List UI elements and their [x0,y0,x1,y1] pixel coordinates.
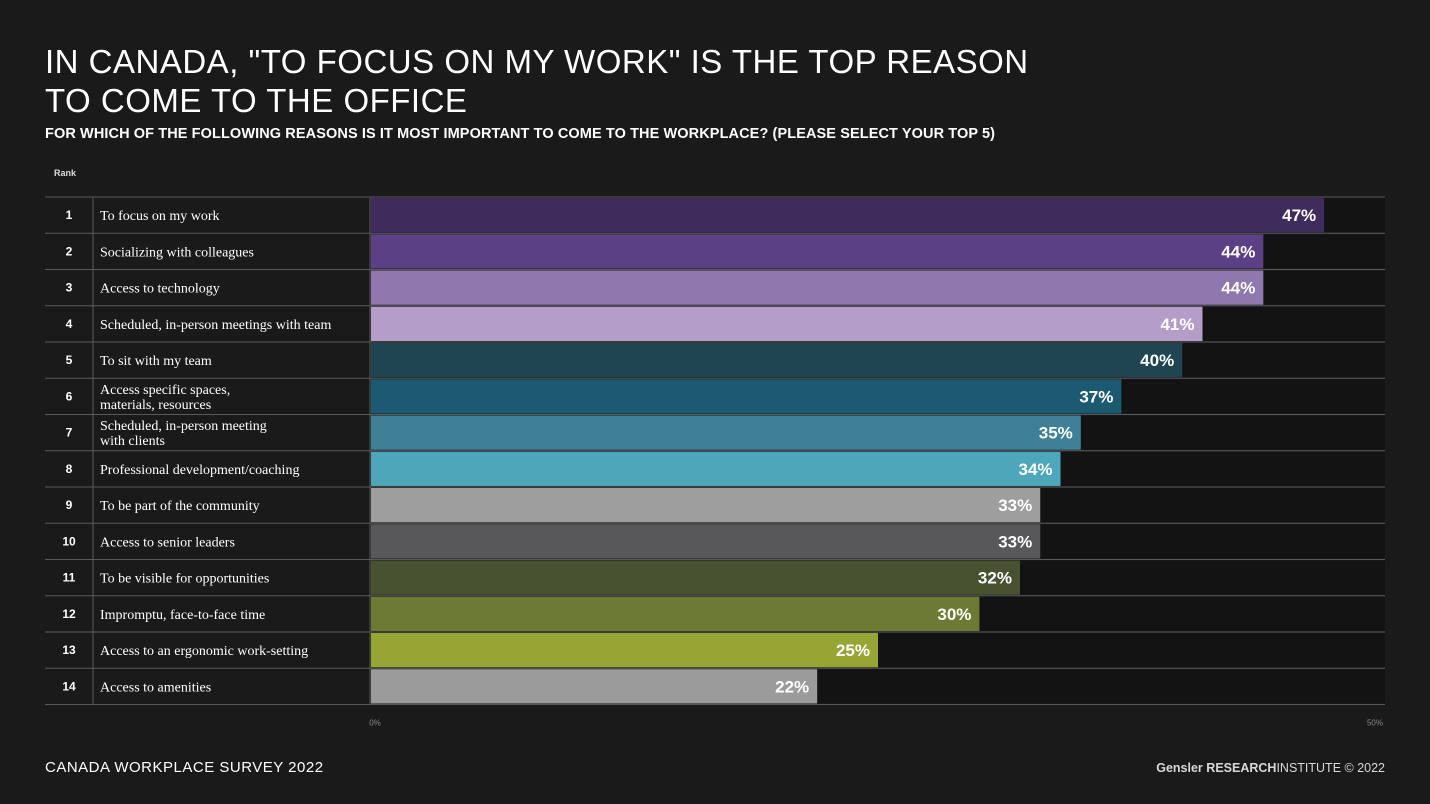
rank-number: 6 [66,389,73,403]
row-label: Scheduled, in-person meetings with team [100,318,331,333]
bar-3 [371,270,1264,305]
title-line-2: TO COME TO THE OFFICE [45,82,468,119]
value-label: 44% [1221,279,1255,298]
row-label: Scheduled, in-person meeting [100,419,267,434]
bar-1 [371,198,1325,233]
rank-number: 2 [66,244,73,258]
rank-number: 12 [62,607,76,621]
bar-4 [371,306,1203,341]
survey-name: CANADA WORKPLACE SURVEY 2022 [45,759,324,776]
bar-7 [371,415,1081,450]
row-label: To be part of the community [100,499,260,514]
rank-number: 7 [66,426,73,440]
bar-13 [371,633,878,668]
row-label: Access to technology [100,282,220,297]
bar-9 [371,488,1041,523]
rank-number: 9 [66,498,73,512]
bar-14 [371,669,818,704]
row-label: Access to senior leaders [100,535,235,550]
bar-10 [371,524,1041,559]
bar-12 [371,596,980,631]
bar-11 [371,560,1020,595]
value-label: 25% [836,641,870,660]
rank-number: 1 [66,208,73,222]
value-label: 40% [1140,351,1174,370]
row-label: To sit with my team [100,354,212,369]
row-label: Access to an ergonomic work-setting [100,644,308,659]
rank-number: 4 [66,317,73,331]
row-label: To focus on my work [100,209,220,224]
value-label: 33% [998,496,1032,515]
row-label: Socializing with colleagues [100,245,254,260]
title-line-1: IN CANADA, "TO FOCUS ON MY WORK" IS THE … [45,43,1029,80]
value-label: 34% [1018,460,1052,479]
value-label: 47% [1282,206,1316,225]
bar-8 [371,451,1061,486]
rank-number: 3 [66,281,73,295]
bar-5 [371,343,1183,378]
rank-column-header: Rank [54,168,77,178]
x-tick-label: 50% [1367,719,1383,728]
value-label: 35% [1039,424,1073,443]
bar-6 [371,379,1122,414]
copyright-credit: Gensler RESEARCHINSTITUTE © 2022 [1156,761,1385,775]
rank-number: 10 [62,534,76,548]
rank-number: 13 [62,643,76,657]
row-label: Impromptu, face-to-face time [100,608,265,623]
row-label: Access specific spaces, [100,383,230,398]
row-label: with clients [100,434,165,449]
bar-2 [371,234,1264,269]
page-title: IN CANADA, "TO FOCUS ON MY WORK" IS THE … [45,42,1029,120]
institute-label: INSTITUTE © 2022 [1276,761,1385,775]
value-label: 44% [1221,242,1255,261]
rank-number: 8 [66,462,73,476]
rank-number: 14 [62,679,76,693]
row-label: To be visible for opportunities [100,572,269,587]
rank-number: 5 [66,353,73,367]
row-label: materials, resources [100,398,211,413]
value-label: 37% [1079,387,1113,406]
survey-question: FOR WHICH OF THE FOLLOWING REASONS IS IT… [45,126,996,142]
row-label: Access to amenities [100,680,211,695]
research-label: RESEARCH [1206,761,1277,775]
rank-number: 11 [63,571,76,585]
value-label: 22% [775,677,809,696]
value-label: 33% [998,532,1032,551]
brand-logo: Gensler [1156,761,1203,775]
x-tick-label: 0% [369,719,381,728]
value-label: 32% [978,569,1012,588]
value-label: 41% [1160,315,1194,334]
row-label: Professional development/coaching [100,463,299,478]
value-label: 30% [937,605,971,624]
